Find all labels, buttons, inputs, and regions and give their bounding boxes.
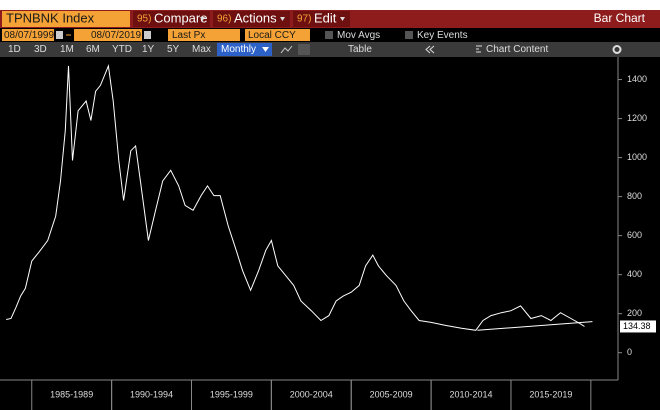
button-label: Edit [314,10,337,25]
last-price-box [620,320,656,333]
x-tick-label: 2005-2009 [370,389,413,399]
collapse-icon[interactable] [425,45,435,54]
period-row [0,42,660,57]
field-box[interactable] [168,29,240,41]
toolbar-button[interactable] [293,11,350,27]
checkbox[interactable] [325,31,333,39]
x-tick-label: 1985-1989 [50,389,93,399]
x-tick-label: 2010-2014 [450,389,493,399]
y-tick-label: 200 [627,308,642,318]
line-icon[interactable] [280,45,293,54]
end-date: 08/07/2019 [91,30,141,41]
button-number: 96) [217,14,231,25]
y-tick-label: 800 [627,191,642,201]
x-tick-label: 1990-1994 [130,389,173,399]
toolbar-button[interactable] [133,11,210,27]
calendar-icon[interactable] [56,31,63,39]
y-tick-label: 0 [627,347,632,357]
toolbar-button[interactable] [213,11,290,27]
start-date: 08/07/1999 [4,30,54,41]
y-tick-label: 600 [627,230,642,240]
period-button[interactable]: 1Y [142,44,155,55]
y-tick-label: 400 [627,269,642,279]
dropdown-arrow [262,47,269,52]
period-button[interactable]: 1D [8,44,21,55]
dropdown-arrow [200,17,205,21]
x-tick-label: 1995-1999 [210,389,253,399]
currency: Local CCY [248,30,296,41]
start-box[interactable] [2,29,54,41]
calendar-icon[interactable] [144,31,151,39]
period-button[interactable]: YTD [112,44,132,55]
ticker: TPNBNK Index [6,10,95,25]
end-box[interactable] [74,29,142,41]
bar-icon[interactable] [298,44,310,55]
trendline [477,321,593,331]
period-button[interactable]: Max [192,44,211,55]
x-tick-label: 2015-2019 [529,389,572,399]
chart-content[interactable]: Chart Content [486,44,548,55]
table-button[interactable]: Table [348,44,372,55]
currency-box[interactable] [245,29,310,41]
period-button[interactable]: 1M [60,44,74,55]
content-icon [476,45,482,53]
button-number: 97) [297,14,311,25]
dropdown-arrow [340,17,345,21]
period-button[interactable]: 3D [34,44,47,55]
option-label: Mov Avgs [337,30,380,41]
last-price-label: 134.38 [623,321,651,331]
top-margin [0,0,660,10]
ticker-box[interactable] [2,11,130,27]
view-title: Bar Chart [594,11,646,25]
x-tick-label: 2000-2004 [290,389,333,399]
period-button[interactable]: 5Y [167,44,180,55]
period-button[interactable]: 6M [86,44,100,55]
y-tick-label: 1200 [627,113,647,123]
option-label: Key Events [417,30,468,41]
frequency-box[interactable] [217,43,272,56]
field: Last Px [172,30,205,41]
settings-icon[interactable] [612,45,622,54]
frequency: Monthly [221,44,256,55]
button-label: Compare [154,10,207,25]
dropdown-arrow [280,17,285,21]
button-number: 95) [137,14,151,25]
checkbox[interactable] [405,31,413,39]
button-label: Actions [234,10,277,25]
y-tick-label: 1000 [627,152,647,162]
y-tick-label: 1400 [627,74,647,84]
price-line [6,63,585,331]
